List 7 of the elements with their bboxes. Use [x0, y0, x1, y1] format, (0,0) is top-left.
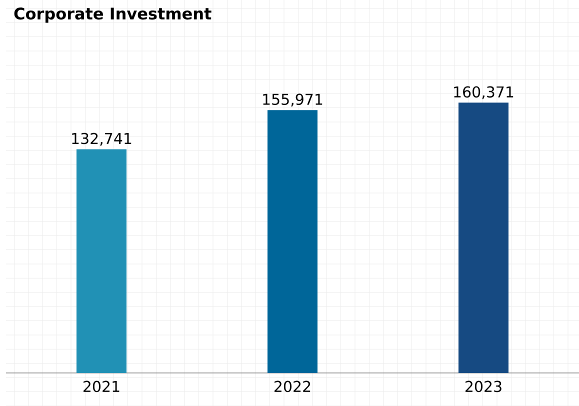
data-label: 132,741: [72, 132, 132, 146]
x-tick-label: 2023: [466, 380, 502, 392]
chart-title: Corporate Investment: [14, 8, 212, 23]
data-label: 160,371: [454, 86, 514, 100]
x-tick-label: 2022: [274, 380, 310, 392]
data-label: 155,971: [263, 94, 322, 107]
x-tick-label: 2021: [84, 380, 120, 392]
